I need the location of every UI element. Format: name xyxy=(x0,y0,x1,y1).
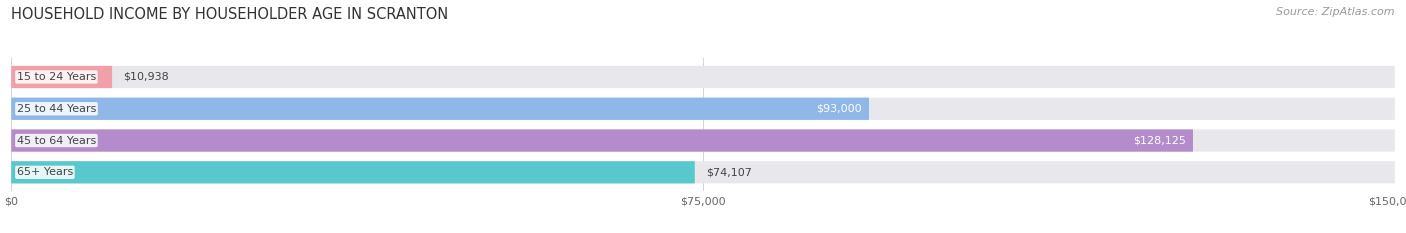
FancyBboxPatch shape xyxy=(11,161,1395,183)
Text: $128,125: $128,125 xyxy=(1133,136,1187,146)
FancyBboxPatch shape xyxy=(11,129,1192,152)
Text: 25 to 44 Years: 25 to 44 Years xyxy=(17,104,96,114)
Text: $10,938: $10,938 xyxy=(124,72,169,82)
Text: Source: ZipAtlas.com: Source: ZipAtlas.com xyxy=(1277,7,1395,17)
Text: 65+ Years: 65+ Years xyxy=(17,167,73,177)
Text: $74,107: $74,107 xyxy=(706,167,752,177)
Text: HOUSEHOLD INCOME BY HOUSEHOLDER AGE IN SCRANTON: HOUSEHOLD INCOME BY HOUSEHOLDER AGE IN S… xyxy=(11,7,449,22)
Text: 15 to 24 Years: 15 to 24 Years xyxy=(17,72,96,82)
FancyBboxPatch shape xyxy=(11,129,1395,152)
FancyBboxPatch shape xyxy=(11,66,112,88)
Text: $93,000: $93,000 xyxy=(817,104,862,114)
FancyBboxPatch shape xyxy=(11,98,869,120)
FancyBboxPatch shape xyxy=(11,66,1395,88)
Text: 45 to 64 Years: 45 to 64 Years xyxy=(17,136,96,146)
FancyBboxPatch shape xyxy=(11,161,695,183)
FancyBboxPatch shape xyxy=(11,98,1395,120)
